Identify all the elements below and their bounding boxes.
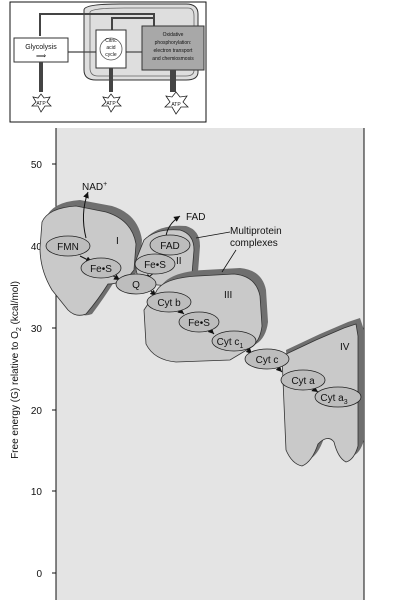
citric-label-2: acid (106, 45, 115, 51)
y-tick-50: 50 (31, 160, 43, 171)
complex-i-label: I (116, 236, 119, 247)
y-axis-label: Free energy (G) relative to O2 (kcal/mol… (10, 281, 23, 459)
citric-label-3: cycle (105, 52, 117, 58)
oxphos-label-1: Oxidative (163, 32, 184, 38)
y-tick-30: 30 (31, 324, 43, 335)
fes-3-label: Fe•S (188, 318, 210, 329)
nad-plus-label: NAD+ (82, 181, 107, 193)
q-label: Q (132, 280, 140, 291)
carrier-fes-3: Fe•S (178, 311, 220, 333)
oxphos-label-3: electron transport (154, 48, 194, 54)
multiprotein-label-1: Multiprotein (230, 226, 282, 237)
glycolysis-label: Glycolysis (25, 44, 57, 51)
fmn-label: FMN (57, 242, 79, 253)
cyt-a-label: Cyt a (291, 376, 315, 387)
multiprotein-label-2: complexes (230, 238, 278, 249)
svg-text:⟹: ⟹ (36, 53, 46, 60)
y-tick-20: 20 (31, 406, 43, 417)
carrier-cyt-c: Cyt c (244, 348, 290, 370)
atp-burst-2: ATP (101, 93, 122, 113)
complex-iv-label: IV (340, 342, 350, 353)
y-tick-0: 0 (36, 569, 42, 580)
oxidative-phosphorylation-box (141, 25, 205, 71)
glycolysis-box (13, 37, 69, 63)
complex-iii-label: III (224, 290, 232, 301)
y-axis: 50 40 30 20 10 0 Free energy (G) relativ… (10, 160, 56, 580)
cyt-b-label: Cyt b (157, 298, 181, 309)
multiprotein-callout: Multiprotein complexes (195, 226, 282, 273)
overview-inset: Glycolysis ⟹ Citric acid cycle Oxidative… (9, 1, 207, 123)
atp-label-3: ATP (171, 102, 181, 108)
atp-burst-1: ATP (31, 93, 52, 113)
carrier-cyt-a3: Cyt a3 (314, 386, 362, 408)
carrier-fes-1: Fe•S (80, 257, 122, 279)
atp-label-1: ATP (36, 101, 46, 107)
citric-label-1: Citric (105, 38, 117, 44)
cyt-a3-label: Cyt a3 (320, 393, 347, 406)
cyt-c-label: Cyt c (256, 355, 279, 366)
y-tick-40: 40 (31, 242, 43, 253)
carrier-q: Q (115, 273, 157, 295)
fes-1-label: Fe•S (90, 264, 112, 275)
y-tick-10: 10 (31, 487, 43, 498)
atp-label-2: ATP (106, 101, 116, 107)
fad-out-label: FAD (186, 212, 205, 223)
atp-burst-3: ATP (164, 91, 189, 115)
complex-ii-label: II (176, 256, 182, 267)
fes-2-label: Fe•S (144, 260, 166, 271)
carrier-fmn: FMN (45, 235, 91, 257)
carrier-cyt-a: Cyt a (280, 369, 326, 391)
oxphos-label-2: phosphorylation: (155, 40, 192, 46)
energy-diagram: 50 40 30 20 10 0 Free energy (G) relativ… (10, 128, 365, 600)
carrier-cyt-b: Cyt b (146, 291, 192, 313)
oxphos-label-4: and chemiosmosis (152, 56, 194, 62)
carrier-fes-2: Fe•S (134, 253, 176, 275)
cyt-c1-label: Cyt c1 (217, 337, 244, 350)
fad-in-label: FAD (160, 241, 179, 252)
carrier-cyt-c1: Cyt c1 (211, 330, 257, 352)
carrier-fad: FAD (149, 234, 191, 256)
